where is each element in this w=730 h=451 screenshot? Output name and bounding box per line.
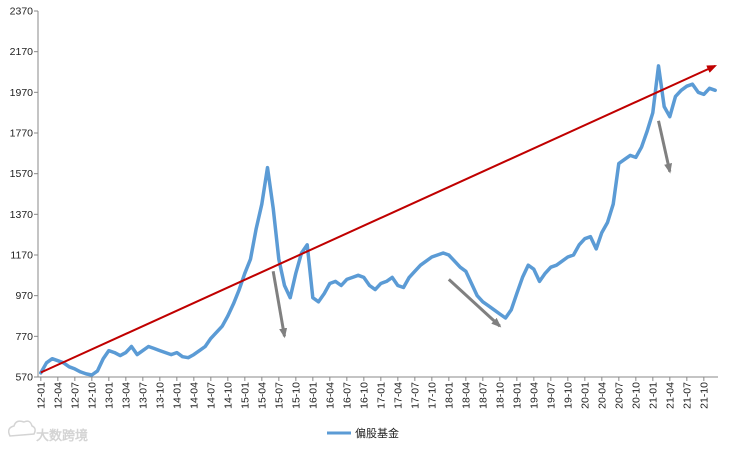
x-tick-label: 15-01 xyxy=(239,382,251,409)
x-tick-label: 16-04 xyxy=(324,382,336,409)
decline-arrow xyxy=(447,278,502,328)
x-tick-label: 13-10 xyxy=(154,382,166,409)
x-tick-label: 18-04 xyxy=(460,382,472,409)
x-tick-label: 12-01 xyxy=(35,382,47,409)
x-tick-label: 13-07 xyxy=(137,382,149,409)
y-tick-label: 770 xyxy=(15,331,33,343)
cloud-logo-icon xyxy=(7,420,36,437)
annotation-layer xyxy=(271,120,672,339)
y-tick-label: 1770 xyxy=(10,128,34,140)
decline-arrow xyxy=(271,271,288,339)
x-tick-label: 21-07 xyxy=(681,382,693,409)
x-tick-label: 14-01 xyxy=(171,382,183,409)
legend-label: 偏股基金 xyxy=(355,426,399,440)
legend: 偏股基金 xyxy=(327,426,399,440)
x-tick-label: 20-01 xyxy=(579,382,591,409)
x-tick-label: 19-07 xyxy=(545,382,557,409)
x-axis: 12-01 12-04 12-07 12-10 13-01 13-04 13-07 13-10… xyxy=(35,376,718,409)
x-tick-label: 12-04 xyxy=(52,382,64,409)
x-tick-label: 15-07 xyxy=(273,382,285,409)
x-tick-label: 14-07 xyxy=(205,382,217,409)
x-tick-label: 14-04 xyxy=(188,382,200,409)
x-tick-label: 12-10 xyxy=(86,382,98,409)
x-tick-label: 18-10 xyxy=(494,382,506,409)
x-tick-label: 17-10 xyxy=(426,382,438,409)
x-tick-label: 19-04 xyxy=(528,382,540,409)
x-tick-label: 19-01 xyxy=(511,382,523,409)
x-tick-label: 20-04 xyxy=(596,382,608,409)
x-tick-label: 21-01 xyxy=(647,382,659,409)
x-tick-label: 17-01 xyxy=(375,382,387,409)
x-tick-label: 15-04 xyxy=(256,382,268,409)
y-tick-label: 2170 xyxy=(10,46,34,58)
y-axis: 570 770 970 1170 1370 1570 1770 1970 2170 2370 xyxy=(10,6,39,384)
x-tick-label: 21-04 xyxy=(664,382,676,409)
x-tick-label: 16-01 xyxy=(307,382,319,409)
x-tick-label: 13-04 xyxy=(120,382,132,409)
x-tick-label: 13-01 xyxy=(103,382,115,409)
y-tick-label: 970 xyxy=(15,290,33,302)
x-tick-label: 17-04 xyxy=(392,382,404,409)
x-tick-label: 20-10 xyxy=(630,382,642,409)
x-tick-label: 14-10 xyxy=(222,382,234,409)
trend-arrow xyxy=(40,64,717,374)
series-line-equity-fund xyxy=(39,64,717,377)
y-tick-label: 1170 xyxy=(10,250,33,262)
x-tick-label: 16-10 xyxy=(358,382,370,409)
y-tick-label: 2370 xyxy=(10,6,34,18)
y-tick-label: 570 xyxy=(15,372,33,384)
watermark: 大数跨境 xyxy=(7,420,88,444)
decline-arrow xyxy=(657,120,672,174)
y-tick-label: 1970 xyxy=(10,87,34,99)
x-tick-label: 18-07 xyxy=(477,382,489,409)
x-tick-label: 19-10 xyxy=(562,382,574,409)
y-tick-label: 1370 xyxy=(10,209,34,221)
x-tick-label: 18-01 xyxy=(443,382,455,409)
x-tick-label: 21-10 xyxy=(698,382,710,409)
y-tick-label: 1570 xyxy=(10,168,34,180)
x-tick-label: 20-07 xyxy=(613,382,625,409)
x-tick-label: 12-07 xyxy=(69,382,81,409)
series-layer xyxy=(39,64,717,377)
x-tick-label: 16-07 xyxy=(341,382,353,409)
watermark-text: 大数跨境 xyxy=(36,428,88,444)
x-tick-label: 15-10 xyxy=(290,382,302,409)
x-tick-label: 17-07 xyxy=(409,382,421,409)
